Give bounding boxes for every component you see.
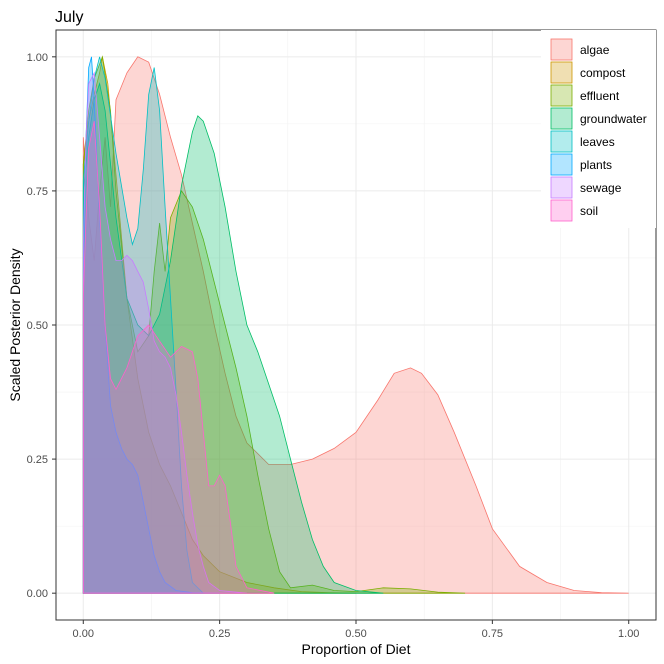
chart-title: July [55,9,83,26]
density-area-soil [82,121,275,594]
legend-label-compost: compost [580,66,626,80]
x-tick-label: 1.00 [618,628,639,640]
legend-key-compost [550,61,573,84]
y-tick-label: 0.25 [27,454,48,466]
legend: algae compost effluent groundwater leaves pla… [541,30,656,228]
x-tick-label: 0.75 [482,628,503,640]
legend-key-soil [550,199,573,222]
x-tick-label: 0.50 [345,628,366,640]
density-areas [82,55,629,594]
density-area-plants [82,56,220,594]
density-area-effluent [82,55,466,594]
y-tick-label: 0.00 [27,588,48,600]
y-tick-label: 1.00 [27,52,48,64]
density-area-groundwater [82,82,384,594]
density-area-compost [82,56,357,594]
legend-key-sewage [550,176,573,199]
legend-label-soil: soil [580,204,598,218]
legend-label-groundwater: groundwater [580,112,647,126]
y-axis-title: Scaled Posterior Density [7,248,23,401]
legend-label-effluent: effluent [580,89,620,103]
x-tick-label: 0.25 [209,628,230,640]
legend-key-plants [550,153,573,176]
legend-label-algae: algae [580,43,610,57]
legend-key-leaves [550,130,573,153]
x-axis: 0.00 0.25 0.50 0.75 1.00 [73,620,639,640]
legend-label-plants: plants [580,158,612,172]
density-area-sewage [82,71,247,594]
y-axis: 0.00 0.25 0.50 0.75 1.00 [27,52,56,600]
legend-key-effluent [550,84,573,107]
legend-label-sewage: sewage [580,181,622,195]
y-tick-label: 0.75 [27,186,48,198]
density-area-leaves [82,56,205,594]
legend-key-algae [550,38,573,61]
x-tick-label: 0.00 [73,628,94,640]
legend-key-groundwater [550,107,573,130]
x-axis-title: Proportion of Diet [302,641,411,657]
legend-label-leaves: leaves [580,135,615,149]
y-tick-label: 0.50 [27,320,48,332]
